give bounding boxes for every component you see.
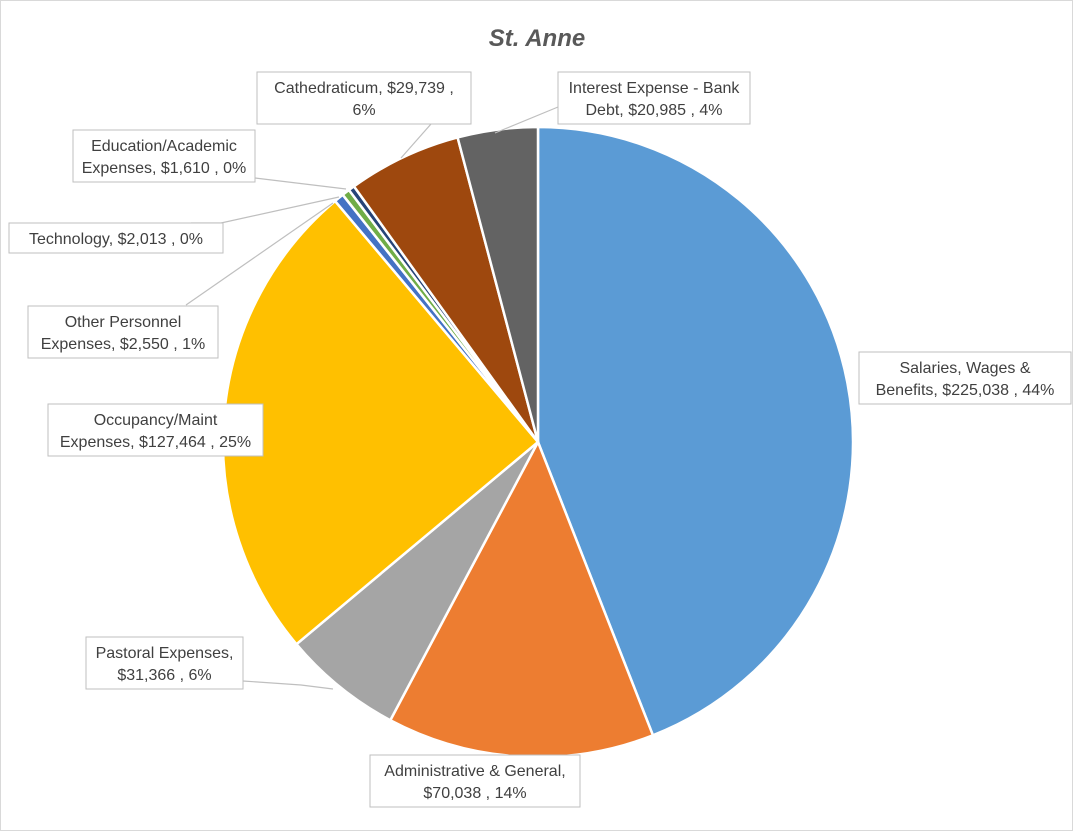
chart-title: St. Anne bbox=[489, 25, 585, 52]
data-label-text: Administrative & General, bbox=[384, 763, 565, 780]
data-label-text: Expenses, $127,464 , 25% bbox=[60, 434, 251, 451]
data-label-text: Interest Expense - Bank bbox=[569, 80, 741, 97]
data-label-text: Salaries, Wages & bbox=[899, 360, 1030, 377]
data-label-7: Education/Academic Expenses, $1,610 , 0% bbox=[72, 129, 256, 183]
data-label-box bbox=[256, 71, 472, 125]
data-label-9: Interest Expense - Bank Debt, $20,985 , 4… bbox=[557, 71, 751, 125]
data-label-text: Expenses, $2,550 , 1% bbox=[41, 336, 206, 353]
data-label-box bbox=[557, 71, 751, 125]
leader-line-5 bbox=[185, 202, 334, 306]
data-label-box bbox=[858, 351, 1072, 405]
data-label-text: $70,038 , 14% bbox=[423, 785, 526, 802]
leader-line-9 bbox=[494, 106, 559, 134]
data-label-box bbox=[47, 403, 264, 457]
pie-slices bbox=[221, 125, 855, 759]
data-label-text: Expenses, $1,610 , 0% bbox=[82, 160, 247, 177]
data-label-box bbox=[369, 754, 581, 808]
data-label-box bbox=[72, 129, 256, 183]
data-label-text: Education/Academic bbox=[91, 138, 237, 155]
data-label-text: Debt, $20,985 , 4% bbox=[586, 102, 723, 119]
data-label-2: Administrative & General, $70,038 , 14% bbox=[369, 754, 581, 808]
data-label-text: Other Personnel bbox=[65, 314, 182, 331]
pie-slice-1 bbox=[536, 125, 855, 737]
data-label-box bbox=[85, 636, 244, 690]
pie-slice-9 bbox=[456, 125, 540, 443]
data-label-6: Technology, $2,013 , 0% bbox=[8, 222, 224, 254]
pie-slice-3 bbox=[294, 441, 540, 722]
data-label-3: Pastoral Expenses, $31,366 , 6% bbox=[85, 636, 244, 690]
leader-line-3 bbox=[242, 680, 334, 690]
leader-line-8 bbox=[400, 123, 432, 159]
leader-line-7 bbox=[254, 177, 347, 190]
data-label-text: Pastoral Expenses, bbox=[96, 645, 234, 662]
data-label-5: Other Personnel Expenses, $2,550 , 1% bbox=[27, 305, 219, 359]
data-label-text: Cathedraticum, $29,739 , bbox=[274, 80, 454, 97]
data-label-text: 6% bbox=[352, 102, 375, 119]
data-label-1: Salaries, Wages & Benefits, $225,038 , 44… bbox=[858, 351, 1072, 405]
data-label-box bbox=[27, 305, 219, 359]
data-labels: Salaries, Wages & Benefits, $225,038 , 44… bbox=[8, 71, 1072, 808]
data-label-4: Occupancy/Maint Expenses, $127,464 , 25% bbox=[47, 403, 264, 457]
data-label-text: $31,366 , 6% bbox=[117, 667, 211, 684]
data-label-text: Occupancy/Maint bbox=[94, 412, 218, 429]
data-label-text: Benefits, $225,038 , 44% bbox=[876, 382, 1055, 399]
data-label-8: Cathedraticum, $29,739 , 6% bbox=[256, 71, 472, 125]
data-label-text: Technology, $2,013 , 0% bbox=[29, 231, 203, 248]
data-label-box bbox=[8, 222, 224, 254]
